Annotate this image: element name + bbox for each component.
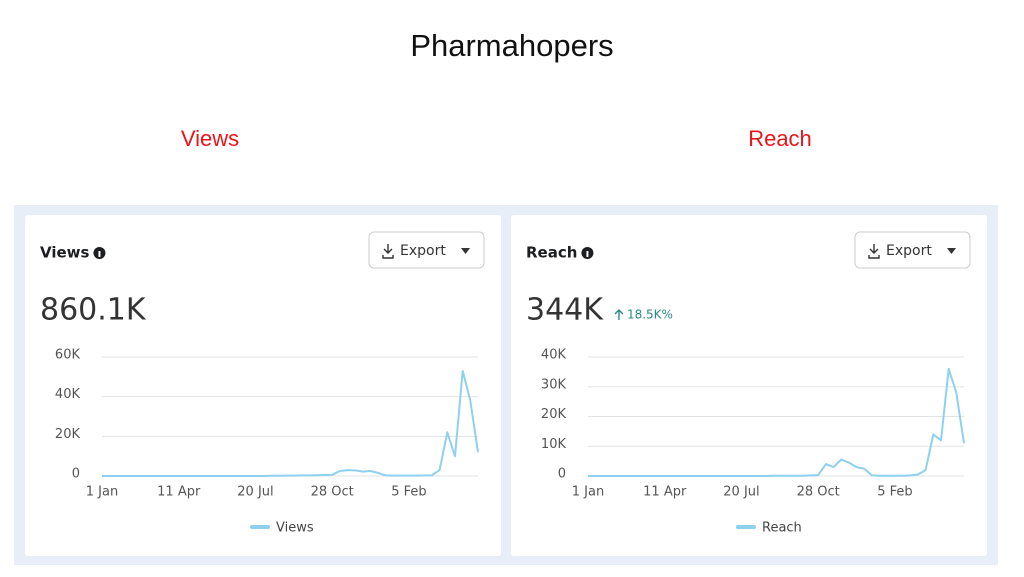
- export-button[interactable]: [854, 231, 971, 269]
- series-line: [588, 367, 965, 477]
- info-icon-mark: [586, 251, 589, 257]
- export-label[interactable]: Export: [400, 243, 446, 259]
- dropdown-icon: [461, 248, 470, 254]
- panel-caption: Reach: [748, 126, 812, 151]
- panel-caption: Views: [181, 126, 239, 151]
- x-tick-label: 11 Apr: [643, 485, 687, 500]
- x-tick-label: 20 Jul: [723, 485, 759, 500]
- export-label[interactable]: Export: [886, 243, 932, 259]
- x-tick-label: 20 Jul: [237, 485, 273, 500]
- y-tick-label: 60K: [55, 348, 81, 363]
- y-tick-label: 0: [72, 467, 80, 482]
- x-tick-label: 28 Oct: [797, 485, 840, 500]
- page-title: Pharmahopers: [410, 28, 613, 63]
- y-tick-label: 20K: [541, 407, 567, 422]
- total-value: 344K: [526, 293, 604, 328]
- y-tick-label: 20K: [55, 427, 81, 442]
- series-line: [102, 369, 479, 477]
- y-tick-label: 10K: [541, 437, 567, 452]
- total-value: 860.1K: [40, 293, 147, 328]
- change-value: 18.5K%: [627, 308, 673, 322]
- dropdown-icon: [947, 248, 956, 254]
- download-icon: [868, 244, 880, 259]
- legend-label: Views: [276, 521, 314, 536]
- x-tick-label: 28 Oct: [311, 485, 354, 500]
- x-tick-label: 11 Apr: [157, 485, 201, 500]
- export-button[interactable]: [368, 231, 485, 269]
- x-tick-label: 5 Feb: [391, 485, 426, 500]
- x-tick-label: 5 Feb: [877, 485, 912, 500]
- y-tick-label: 40K: [55, 387, 81, 402]
- card-title: Views: [40, 244, 90, 262]
- x-tick-label: 1 Jan: [572, 485, 604, 500]
- up-arrow: [614, 309, 624, 320]
- card: [25, 215, 501, 556]
- info-icon-mark: [98, 251, 101, 257]
- y-tick-label: 0: [558, 467, 566, 482]
- x-tick-label: 1 Jan: [86, 485, 118, 500]
- card-title: Reach: [526, 244, 577, 262]
- download-icon: [382, 244, 394, 259]
- y-tick-label: 30K: [541, 377, 567, 392]
- legend-label: Reach: [762, 521, 802, 536]
- y-tick-label: 40K: [541, 348, 567, 363]
